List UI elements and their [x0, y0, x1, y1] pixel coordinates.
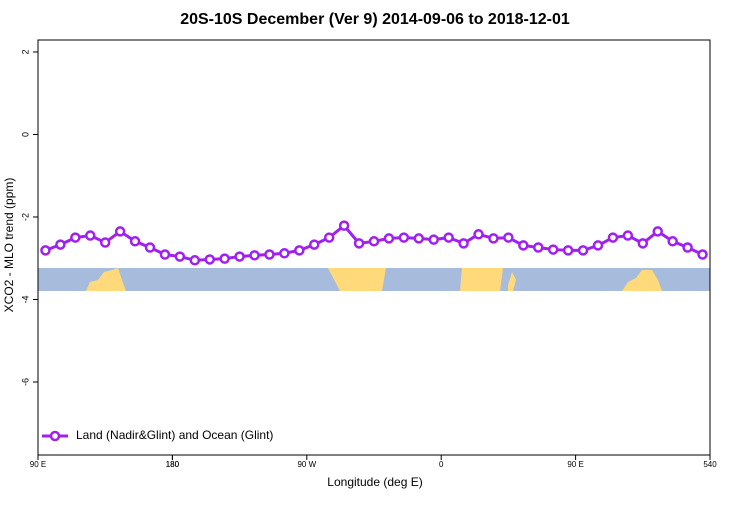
data-point: [249, 250, 260, 261]
legend-marker: [49, 430, 61, 442]
data-point: [85, 230, 96, 241]
data-point: [577, 245, 589, 256]
data-point: [323, 232, 335, 243]
data-point: [234, 251, 245, 262]
data-point: [353, 238, 365, 249]
legend-label: Land (Nadir&Glint) and Ocean (Glint): [76, 428, 273, 442]
data-point: [473, 229, 484, 240]
data-point: [533, 242, 544, 253]
land: [86, 268, 126, 291]
x-axis-label: Longitude (deg E): [327, 475, 422, 489]
land: [328, 268, 386, 291]
data-point: [99, 237, 111, 248]
data-point: [458, 238, 469, 249]
data-point: [547, 244, 559, 255]
plot-frame: [37, 39, 711, 456]
land-ocean-strip: [38, 268, 710, 291]
data-point: [204, 254, 215, 265]
x-tick-label: 90 E: [567, 460, 583, 469]
data-point: [114, 226, 126, 237]
data-point: [428, 234, 439, 245]
data-point: [338, 220, 350, 231]
data-point: [174, 251, 186, 262]
data-point: [503, 232, 514, 243]
data-point: [159, 249, 171, 260]
y-tick-label: -4: [20, 295, 30, 303]
data-point: [294, 245, 305, 256]
x-tick-label: 0: [439, 460, 444, 469]
data-point: [682, 242, 693, 253]
y-tick-label: -6: [20, 378, 30, 386]
data-point: [562, 245, 574, 256]
data-point: [443, 232, 454, 243]
data-point: [219, 253, 230, 264]
data-point: [383, 233, 395, 244]
land: [508, 272, 516, 291]
data-point: [488, 233, 499, 244]
data-point: [189, 255, 201, 266]
x-tick-label: 90 E: [30, 460, 46, 469]
data-point: [622, 230, 634, 241]
data-point: [518, 240, 529, 251]
land: [622, 270, 662, 291]
data-point: [652, 226, 663, 237]
data-point: [637, 238, 649, 249]
data-point: [607, 232, 619, 243]
y-tick-label: -2: [20, 213, 30, 221]
data-point: [697, 249, 708, 260]
data-point: [55, 239, 66, 250]
data-point: [398, 232, 410, 243]
x-tick-label: 180: [166, 460, 180, 469]
y-tick-label: 0: [20, 132, 30, 137]
data-point: [264, 249, 275, 260]
data-point: [309, 239, 320, 250]
data-point: [40, 245, 51, 256]
data-point: [129, 236, 141, 247]
y-axis-label: XCO2 - MLO trend (ppm): [2, 178, 16, 313]
x-tick-label: 180: [166, 460, 180, 469]
data-point: [70, 232, 81, 243]
data-point: [279, 248, 290, 259]
x-tick-label: 540: [703, 460, 717, 469]
land: [460, 268, 503, 291]
y-tick-label: 2: [20, 49, 30, 54]
data-point: [368, 236, 380, 247]
data-point: [144, 242, 156, 253]
chart-title: 20S-10S December (Ver 9) 2014-09-06 to 2…: [180, 11, 570, 28]
data-point: [413, 233, 425, 244]
data-point: [667, 236, 678, 247]
data-point: [592, 240, 604, 251]
x-tick-label: 90 W: [297, 460, 316, 469]
